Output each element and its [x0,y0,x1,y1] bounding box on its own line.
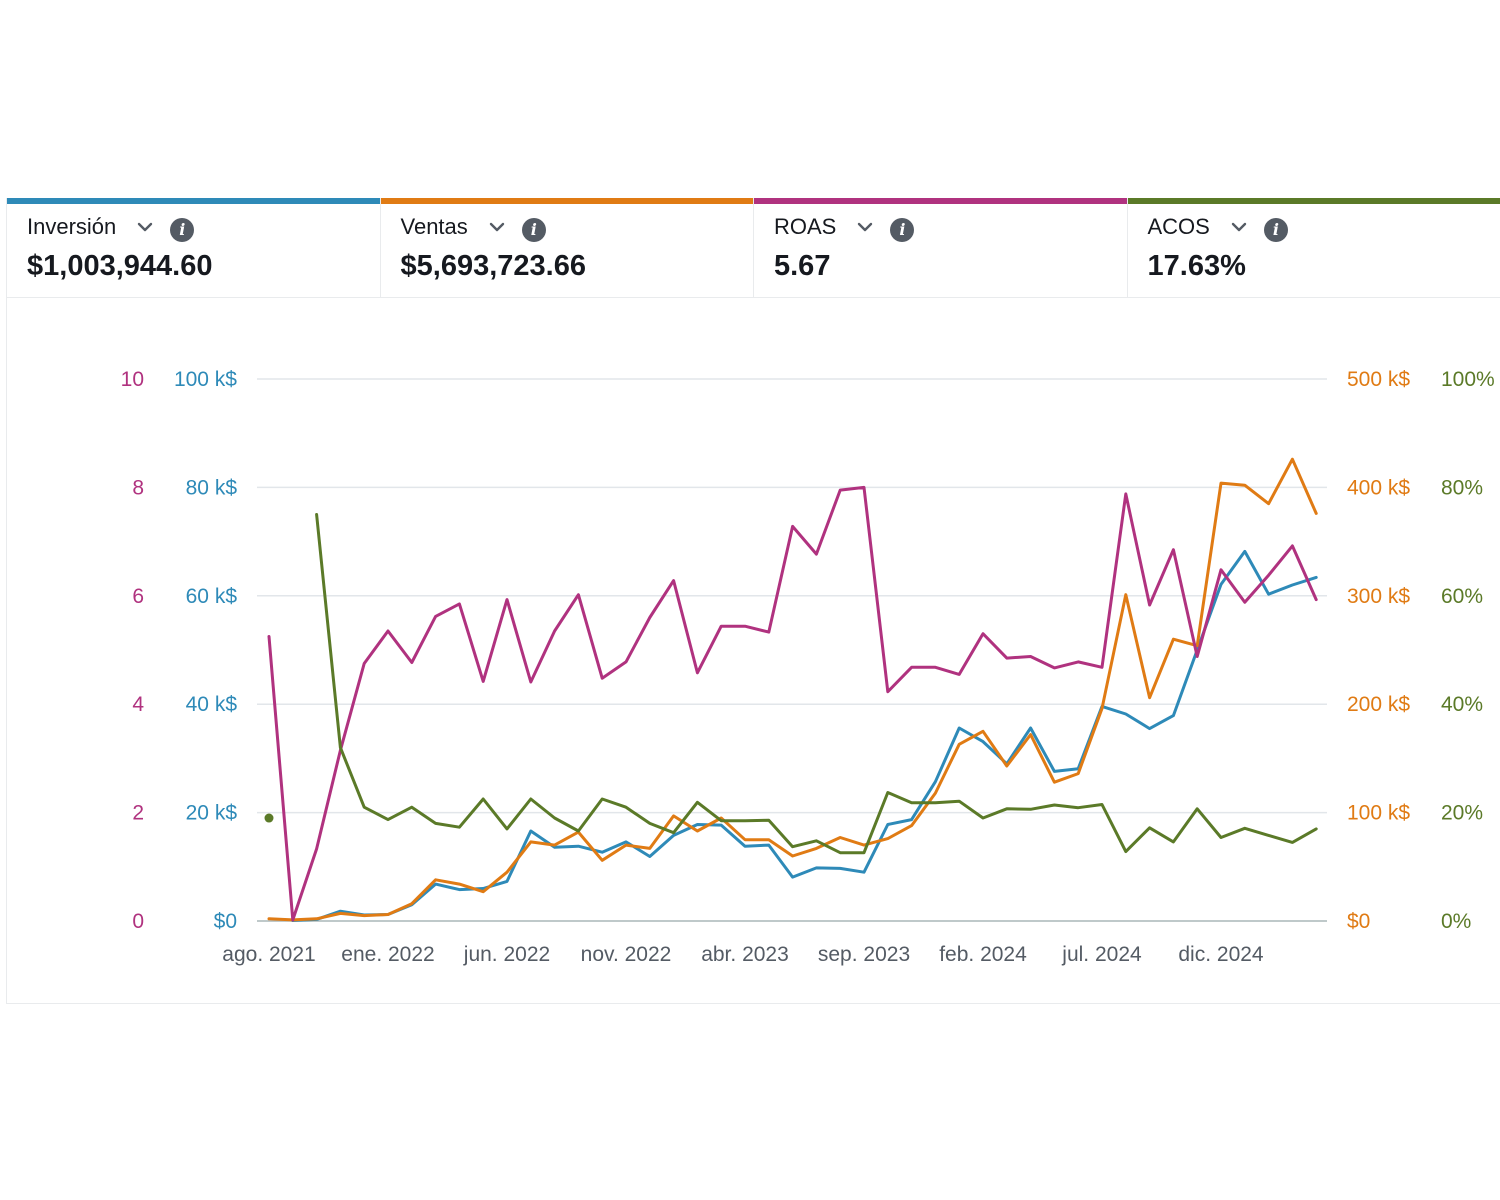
metric-tile-inversion[interactable]: Inversión i $1,003,944.60 [7,198,381,298]
x-tick-label: ago. 2021 [222,943,315,966]
y-tick-label-inversion: 80 k$ [186,476,238,499]
y-tick-label-roas: 2 [132,802,144,825]
metric-value: 17.63% [1147,250,1246,282]
y-tick-label-ventas: 100 k$ [1347,802,1410,825]
y-tick-label-acos: 0% [1441,910,1471,933]
info-icon[interactable]: i [521,218,546,242]
metric-color-bar [380,198,753,204]
y-tick-label-inversion: 100 k$ [174,368,237,391]
y-tick-label-acos: 100% [1441,368,1495,391]
x-tick-label: jun. 2022 [463,943,550,966]
metric-value: $1,003,944.60 [27,250,213,282]
y-tick-label-ventas: 500 k$ [1347,368,1410,391]
y-tick-label-roas: 0 [132,910,144,933]
metric-label: ACOS [1147,214,1210,239]
x-tick-label: abr. 2023 [701,943,789,966]
y-tick-label-acos: 20% [1441,802,1483,825]
info-icon[interactable]: i [1263,218,1288,242]
y-tick-label-acos: 60% [1441,585,1483,608]
chevron-down-icon[interactable] [136,218,154,236]
y-tick-label-roas: 8 [132,476,144,499]
metric-tiles: Inversión i $1,003,944.60 Ventas i $5,69… [7,198,1500,298]
metric-label: Inversión [27,214,117,239]
y-tick-label-acos: 40% [1441,693,1483,716]
metric-value: $5,693,723.66 [400,250,586,282]
info-icon[interactable]: i [170,218,195,242]
x-tick-label: feb. 2024 [939,943,1027,966]
metric-tile-acos[interactable]: ACOS i 17.63% [1127,198,1500,298]
y-tick-label-inversion: 60 k$ [186,585,238,608]
y-tick-label-roas: 6 [132,585,144,608]
chevron-down-icon[interactable] [488,218,506,236]
chevron-down-icon[interactable] [1230,218,1248,236]
y-tick-label-ventas: $0 [1347,910,1370,933]
metric-value: 5.67 [774,250,831,282]
x-tick-label: dic. 2024 [1178,943,1264,966]
metric-tile-roas[interactable]: ROAS i 5.67 [754,198,1128,298]
metric-tile-ventas[interactable]: Ventas i $5,693,723.66 [380,198,754,298]
metric-label: Ventas [400,214,468,239]
series-line-roas [267,485,1318,922]
x-tick-label: sep. 2023 [818,943,910,966]
series-line-ventas [267,457,1318,922]
y-tick-label-inversion: 40 k$ [186,693,238,716]
info-icon[interactable]: i [890,218,915,242]
y-tick-label-ventas: 300 k$ [1347,585,1410,608]
x-tick-label: nov. 2022 [581,943,672,966]
y-tick-label-roas: 4 [132,693,144,716]
series-line-acos [315,513,1318,855]
series-line-inversion [291,549,1318,922]
y-tick-label-ventas: 200 k$ [1347,693,1410,716]
metric-color-bar [1127,198,1500,204]
y-tick-label-ventas: 400 k$ [1347,476,1410,499]
y-tick-label-inversion: 20 k$ [186,802,238,825]
x-tick-label: jul. 2024 [1061,943,1142,966]
y-tick-label-acos: 80% [1441,476,1483,499]
y-tick-label-roas: 10 [121,368,144,391]
chevron-down-icon[interactable] [856,218,874,236]
series-point-acos [264,813,274,823]
y-tick-label-inversion: $0 [214,910,237,933]
metrics-panel: Inversión i $1,003,944.60 Ventas i $5,69… [6,198,1500,1004]
metric-label: ROAS [774,214,837,239]
metric-color-bar [7,198,380,204]
x-tick-label: ene. 2022 [341,943,434,966]
metric-color-bar [754,198,1127,204]
